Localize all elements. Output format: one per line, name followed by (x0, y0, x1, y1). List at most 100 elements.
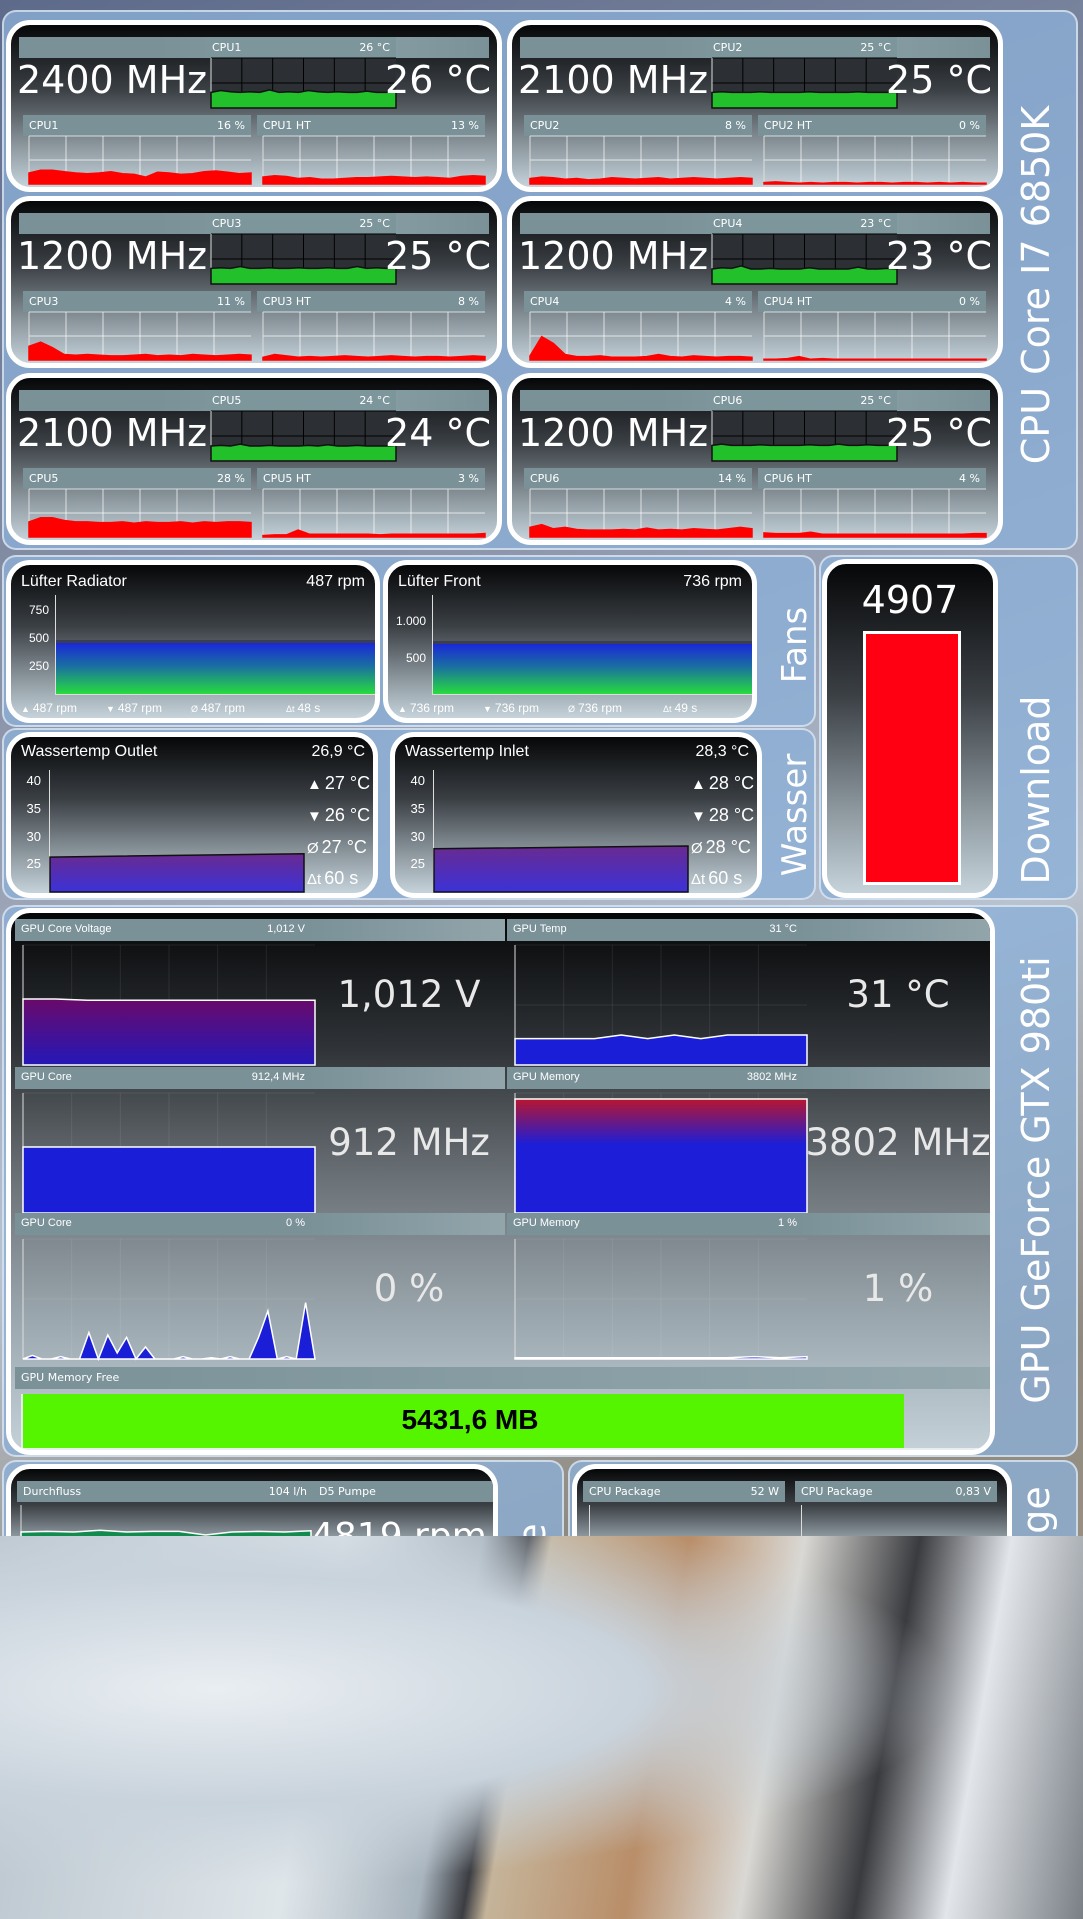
temp-chart (210, 233, 397, 285)
max-icon: ▲ (307, 776, 322, 793)
gpu-chart-header: GPU Core Voltage 1,012 V (15, 919, 311, 941)
series-area (529, 335, 753, 361)
series-area (514, 1355, 808, 1360)
load-chart-value: 13 % (451, 119, 479, 132)
temp-chart-label: CPU1 (212, 41, 242, 54)
fan-chart (432, 595, 752, 695)
gpu-value: 0 % (373, 1267, 445, 1310)
water-axis-tick: 30 (410, 828, 425, 844)
max-icon: ▲ (21, 704, 30, 714)
cpu-temperature: 25 °C (886, 411, 992, 455)
load-chart-header: CPU3 HT 8 % (257, 291, 485, 312)
temp-sparkline (210, 233, 397, 285)
load-chart-header: CPU2 HT 0 % (758, 115, 986, 136)
load-chart-label: CPU6 HT (764, 472, 812, 485)
cpu-frequency: 2100 MHz (518, 58, 709, 102)
gpu-chart-value: 1 % (778, 1217, 797, 1229)
series-area (763, 181, 987, 185)
series-area (210, 443, 397, 462)
avg-icon: Ø (307, 840, 319, 857)
dt-icon: Δt (663, 704, 672, 714)
temp-chart-header: CPU6 25 °C (707, 390, 897, 411)
cpu-temperature: 25 °C (385, 234, 491, 278)
gpu-sparkline (22, 1092, 316, 1214)
load-sparkline (28, 311, 252, 361)
temp-chart-label: CPU2 (713, 41, 743, 54)
gpu-mem-free-fill (23, 1394, 904, 1448)
series-area (433, 845, 689, 893)
cpu-temperature: 24 °C (385, 411, 491, 455)
load-sparkline (262, 488, 486, 538)
series-area (711, 91, 898, 109)
load-chart-value: 8 % (458, 295, 479, 308)
fan-stat-value: 736 rpm (409, 701, 454, 715)
temp-chart-header: CPU4 23 °C (707, 213, 897, 234)
water-axis-tick: 25 (26, 856, 41, 872)
temp-sparkline (711, 57, 898, 109)
temp-chart-header: CPU3 25 °C (206, 213, 396, 234)
fan-chart-axis (55, 595, 375, 695)
load-chart-header: CPU2 8 % (524, 115, 752, 136)
load-sparkline (262, 311, 486, 361)
load-chart-header: CPU6 14 % (524, 468, 752, 489)
package-volt-chart (801, 1505, 997, 1559)
temp-sparkline (210, 410, 397, 462)
gpu-chart-label: GPU Memory (513, 1071, 580, 1083)
series-area (514, 1034, 808, 1066)
cpu-frequency: 1200 MHz (518, 411, 709, 455)
cpu-core-card: CPU3 25 °C 1200 MHz 25 °C CPU3 11 % CPU3 HT 8 % (6, 196, 502, 368)
gpu-sparkline (22, 944, 316, 1066)
temp-chart (711, 57, 898, 109)
fan-stat-value: 487 rpm (201, 701, 246, 715)
load-chart-value: 4 % (959, 472, 980, 485)
water-stat-dt: Δt 60 s (691, 868, 742, 889)
min-icon: ▼ (307, 808, 322, 825)
water-stat-value: 28 °C (708, 805, 755, 825)
flow-header: Durchfluss 104 l/h (17, 1481, 313, 1502)
download-card: 4907 (822, 559, 998, 898)
load-chart-value: 8 % (725, 119, 746, 132)
fan-stat-dt: Δt 48 s (286, 701, 320, 715)
temp-chart-header: CPU2 25 °C (707, 37, 897, 58)
gpu-chart-header: GPU Temp 31 °C (507, 919, 803, 941)
fan-axis-tick: 500 (28, 631, 49, 645)
download-bar (863, 631, 961, 885)
load-chart-header: CPU1 HT 13 % (257, 115, 485, 136)
load-chart-header: CPU3 11 % (23, 291, 251, 312)
axis (20, 1505, 22, 1559)
water-stat-value: 26 °C (324, 805, 371, 825)
download-value: 4907 (861, 578, 959, 622)
temp-chart-value: 25 °C (860, 394, 891, 407)
gpu-chart-header: GPU Core 912,4 MHz (15, 1067, 311, 1089)
gpu-value: 1 % (862, 1267, 934, 1310)
gpu-sparkline (514, 1238, 808, 1360)
fan-axis-tick: 750 (28, 603, 49, 617)
series-area (210, 89, 397, 109)
load-chart-value: 11 % (217, 295, 245, 308)
load-chart-value: 28 % (217, 472, 245, 485)
dt-icon: Δt (307, 871, 322, 888)
avg-icon: Ø (691, 840, 703, 857)
cpu-frequency: 2100 MHz (17, 411, 208, 455)
temp-chart-header: CPU1 26 °C (206, 37, 396, 58)
load-chart-value: 14 % (718, 472, 746, 485)
water-axis-tick: 40 (26, 773, 41, 789)
fan-stat-max: ▲ 736 rpm (398, 701, 454, 715)
avg-icon: Ø (568, 704, 576, 714)
water-stat-avg: Ø 27 °C (307, 837, 367, 858)
water-temp-chart (433, 770, 689, 893)
gpu-sparkline (22, 1238, 316, 1362)
load-chart-label: CPU1 HT (263, 119, 311, 132)
cpu-temperature: 26 °C (385, 58, 491, 102)
water-stat-value: 27 °C (321, 837, 367, 857)
gpu-value: 912 MHz (328, 1121, 490, 1164)
fan-value: 736 rpm (683, 573, 742, 590)
water-axis-tick: 35 (26, 800, 41, 816)
max-icon: ▲ (398, 704, 407, 714)
fan-name: Lüfter Radiator (21, 573, 127, 590)
water-stat-value: 28 °C (708, 773, 755, 793)
load-chart-label: CPU3 (29, 295, 59, 308)
fan-stat-value: 487 rpm (117, 701, 162, 715)
fan-card: Lüfter Radiator 487 rpm 750 500 250 ▲ 487 rpm ▼… (6, 560, 380, 723)
temp-chart-label: CPU5 (212, 394, 242, 407)
